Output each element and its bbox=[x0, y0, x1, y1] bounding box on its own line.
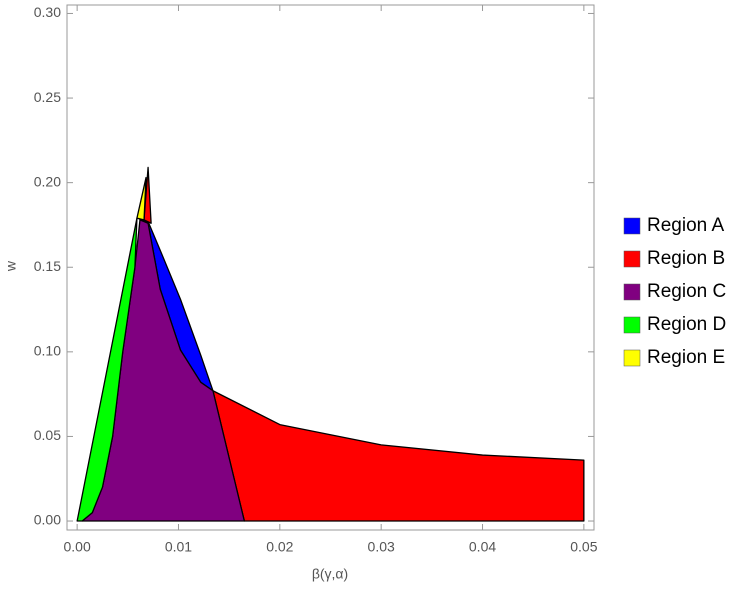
legend-label: Region B bbox=[647, 248, 725, 269]
y-tick-label: 0.20 bbox=[34, 173, 61, 189]
legend-swatch bbox=[623, 283, 641, 301]
y-tick-label: 0.05 bbox=[34, 427, 61, 443]
y-axis-label: w bbox=[3, 260, 19, 272]
legend-label: Region E bbox=[647, 347, 725, 368]
x-tick-label: 0.02 bbox=[266, 539, 293, 555]
legend-swatch bbox=[623, 316, 641, 334]
legend-label: Region C bbox=[647, 281, 726, 302]
legend-swatch bbox=[623, 217, 641, 235]
y-tick-label: 0.10 bbox=[34, 343, 61, 359]
legend-label: Region A bbox=[647, 215, 724, 236]
x-tick-label: 0.05 bbox=[570, 539, 597, 555]
region bbox=[76, 217, 138, 522]
x-axis-label: β(γ,α) bbox=[312, 566, 348, 582]
legend-swatch bbox=[623, 349, 641, 367]
x-tick-label: 0.04 bbox=[469, 539, 496, 555]
y-tick-label: 0.25 bbox=[34, 89, 61, 105]
y-tick-label: 0.15 bbox=[34, 258, 61, 274]
legend-swatch bbox=[623, 250, 641, 268]
legend-label: Region D bbox=[647, 314, 726, 335]
x-tick-label: 0.00 bbox=[64, 539, 91, 555]
y-tick-label: 0.30 bbox=[34, 4, 61, 20]
y-tick-label: 0.00 bbox=[34, 512, 61, 528]
region bbox=[143, 166, 585, 522]
x-tick-label: 0.03 bbox=[368, 539, 395, 555]
region bbox=[136, 176, 147, 221]
x-tick-label: 0.01 bbox=[165, 539, 192, 555]
